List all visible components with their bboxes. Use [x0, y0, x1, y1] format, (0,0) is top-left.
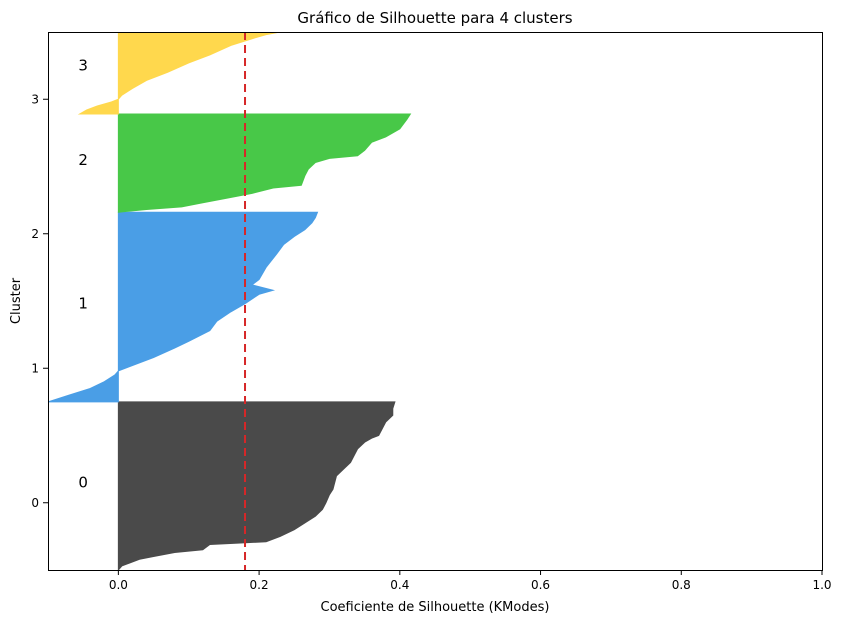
- y-tick-label: 2: [31, 227, 39, 241]
- x-axis: 0.0 0.2 0.4 0.6 0.8 1.0: [109, 570, 832, 592]
- x-tick-label: 0.0: [109, 578, 128, 592]
- cluster-label-0: 0: [78, 474, 88, 492]
- plot-frame: [48, 32, 823, 571]
- cluster-label-3: 3: [78, 57, 88, 75]
- x-tick-label: 0.8: [672, 578, 691, 592]
- y-axis: 0 1 2 3: [31, 92, 48, 510]
- silhouette-area-cluster-2: [117, 113, 412, 213]
- y-tick-label: 1: [31, 361, 39, 375]
- x-axis-label: Coeficiente de Silhouette (KModes): [321, 600, 550, 615]
- plot-area: 0 1 2 3: [48, 32, 412, 570]
- chart-title: Gráfico de Silhouette para 4 clusters: [297, 9, 572, 27]
- y-axis-label: Cluster: [9, 277, 24, 324]
- silhouette-area-cluster-1: [48, 211, 319, 403]
- cluster-label-1: 1: [78, 295, 88, 313]
- x-tick-label: 1.0: [812, 578, 831, 592]
- x-tick-label: 0.4: [390, 578, 409, 592]
- y-tick-label: 0: [31, 496, 39, 510]
- silhouette-area-cluster-0: [117, 401, 396, 570]
- y-tick-label: 3: [31, 92, 39, 106]
- x-tick-label: 0.6: [531, 578, 550, 592]
- cluster-label-2: 2: [78, 151, 88, 169]
- x-tick-label: 0.2: [250, 578, 269, 592]
- plot-clip-group: 0 1 2 3: [48, 32, 412, 570]
- silhouette-area-cluster-3: [77, 32, 281, 115]
